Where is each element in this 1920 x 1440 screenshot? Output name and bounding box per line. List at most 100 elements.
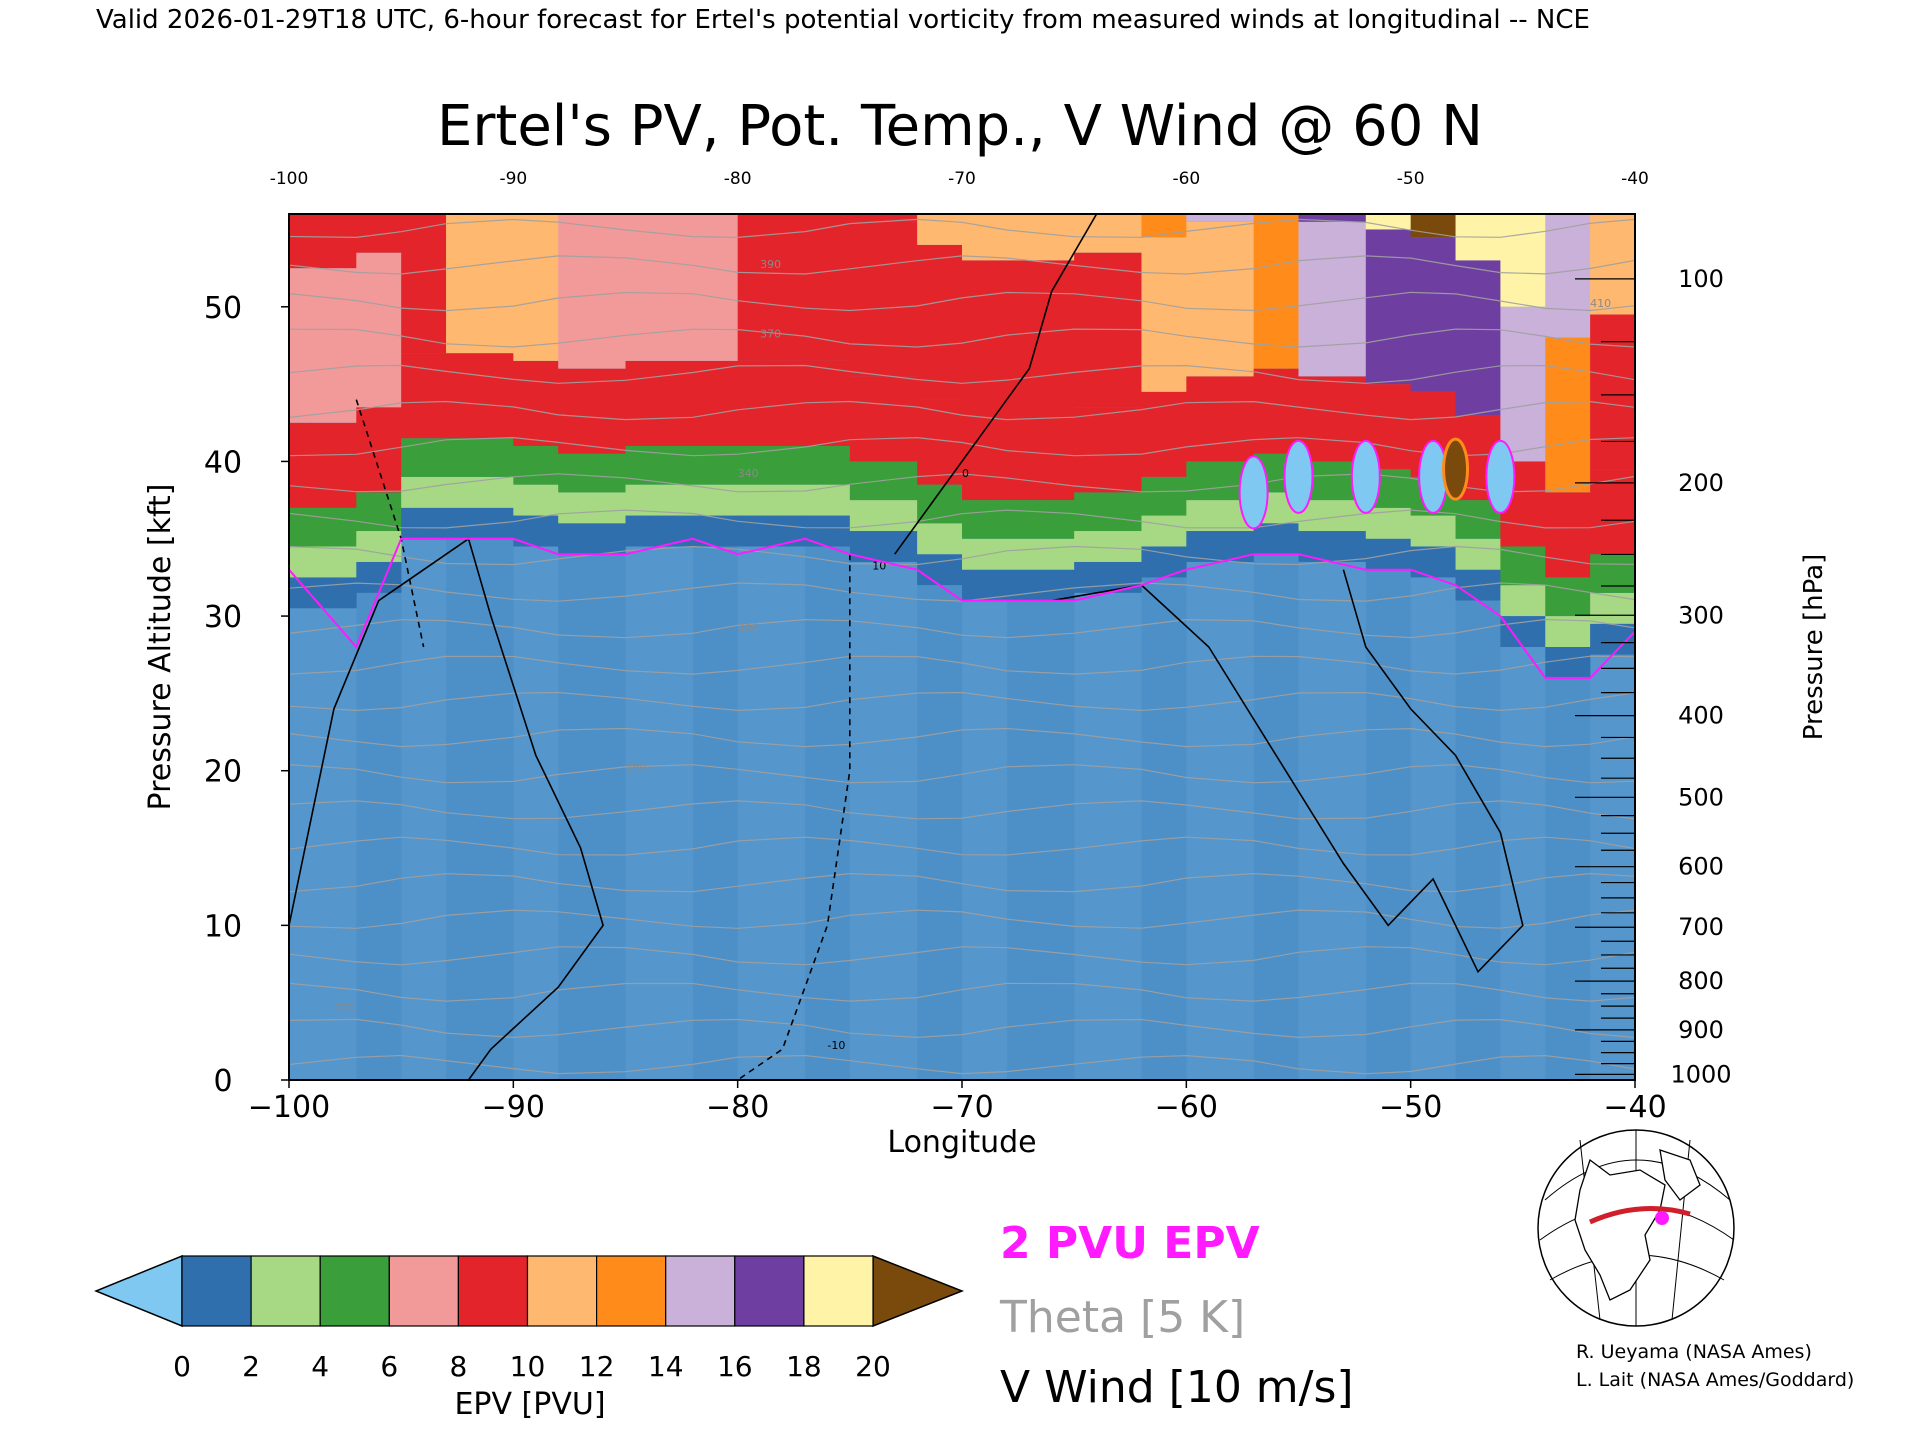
epv-cell <box>1455 538 1501 570</box>
epv-cell <box>513 546 559 1080</box>
epv-cell <box>446 438 514 477</box>
epv-cell <box>804 484 851 516</box>
epv-cell <box>1590 654 1635 1080</box>
colorbar-tick-label: 10 <box>510 1350 546 1383</box>
epv-cell <box>446 353 514 439</box>
theta-contour <box>289 1018 1635 1039</box>
theta-label: 370 <box>760 328 781 341</box>
wind-label: 10 <box>872 560 886 573</box>
theta-contour <box>289 218 1635 239</box>
pressure-tick-label: 500 <box>1678 783 1724 811</box>
epv-cell <box>1365 214 1412 230</box>
theta-contour <box>289 727 1635 748</box>
colorbar-tick-label: 2 <box>242 1350 260 1383</box>
theta-contour <box>289 582 1635 602</box>
y-tick-label: 40 <box>204 445 242 480</box>
x-tick-label: −100 <box>248 1090 330 1125</box>
theta-contour <box>289 872 1635 893</box>
epv-cell <box>1006 538 1075 570</box>
epv-cell <box>1410 577 1457 1080</box>
epv-cell <box>917 585 963 1080</box>
epv-cell <box>1186 376 1255 462</box>
pvu-2-contour <box>1283 439 1314 514</box>
colorbar-swatch <box>181 1255 252 1327</box>
pressure-tick-label: 700 <box>1678 913 1724 941</box>
epv-cell <box>401 538 447 1080</box>
epv-cell <box>513 214 559 361</box>
wind-contour <box>894 214 1098 555</box>
pvu-2-contour <box>1350 439 1381 514</box>
epv-cell <box>356 592 402 1080</box>
epv-cell <box>737 214 806 361</box>
theta-contour <box>289 545 1635 566</box>
epv-cell <box>804 445 851 485</box>
epv-cell <box>1074 214 1143 253</box>
theta-contour <box>289 328 1635 348</box>
epv-cell <box>1186 221 1255 377</box>
epv-cell <box>692 214 739 361</box>
epv-cell <box>1141 476 1187 516</box>
epv-cell <box>1365 507 1412 539</box>
epv-cell <box>1141 214 1187 238</box>
legend-theta: Theta [5 K] <box>999 1292 1245 1343</box>
epv-cell <box>917 554 963 586</box>
pressure-tick-label: 1000 <box>1670 1060 1731 1088</box>
epv-cell <box>804 546 851 1080</box>
epv-cell <box>446 507 514 539</box>
y-axis-label-right: Pressure [hPa] <box>1799 554 1829 741</box>
epv-cell <box>446 538 514 1080</box>
epv-cell <box>1253 214 1300 369</box>
epv-cell <box>849 221 918 377</box>
epv-cell <box>1545 337 1591 493</box>
epv-cell <box>1253 368 1300 454</box>
y-tick-label: 10 <box>204 909 242 944</box>
epv-cell <box>849 376 918 462</box>
wind-label: -10 <box>827 1039 845 1052</box>
colorbar-under-arrow <box>94 1254 183 1328</box>
theta-contour <box>289 800 1635 820</box>
epv-cell <box>1455 260 1501 416</box>
epv-cell <box>558 214 627 369</box>
top-x-tick-label: -70 <box>948 169 976 189</box>
colorbar-swatch <box>734 1255 805 1327</box>
epv-cell <box>1006 569 1075 601</box>
epv-field <box>289 214 1635 1080</box>
epv-cell <box>804 214 851 361</box>
pressure-tick-label: 300 <box>1678 601 1724 629</box>
epv-cell <box>692 445 739 485</box>
y-tick-label: 30 <box>204 600 242 635</box>
epv-cell <box>1006 260 1075 416</box>
epv-cell <box>513 484 559 516</box>
epv-cell <box>558 453 627 493</box>
colorbar-swatch <box>457 1255 529 1327</box>
colorbar-tick-label: 8 <box>449 1350 467 1383</box>
epv-cell <box>1442 437 1470 501</box>
globe-map-inset <box>1537 1129 1735 1327</box>
colorbar-tick-label: 20 <box>855 1350 891 1383</box>
epv-cell <box>1141 237 1187 392</box>
epv-cell <box>1186 561 1255 1080</box>
epv-cell <box>401 476 447 508</box>
epv-cell <box>1500 214 1546 307</box>
epv-cell <box>356 531 402 562</box>
epv-cell <box>1410 515 1457 547</box>
epv-cell <box>1545 647 1591 678</box>
epv-cell <box>289 546 357 578</box>
colorbar-tick-label: 0 <box>173 1350 191 1383</box>
colorbar-swatch <box>388 1255 459 1327</box>
pressure-tick-label: 900 <box>1678 1016 1724 1044</box>
epv-cell <box>1298 561 1367 1080</box>
theta-label: 390 <box>760 258 781 271</box>
pvu-2-contour <box>1485 439 1516 514</box>
epv-cell <box>289 507 357 547</box>
pressure-tick-label: 100 <box>1678 265 1724 293</box>
epv-cell <box>356 252 402 408</box>
epv-cell <box>917 244 963 400</box>
theta-contour <box>289 655 1635 675</box>
epv-cell <box>1545 677 1591 1080</box>
y-tick-label: 50 <box>204 291 242 326</box>
epv-cell <box>849 561 918 1080</box>
theta-label: 290 <box>626 761 647 774</box>
theta-contour <box>289 509 1635 529</box>
wind-contour <box>289 537 604 1080</box>
